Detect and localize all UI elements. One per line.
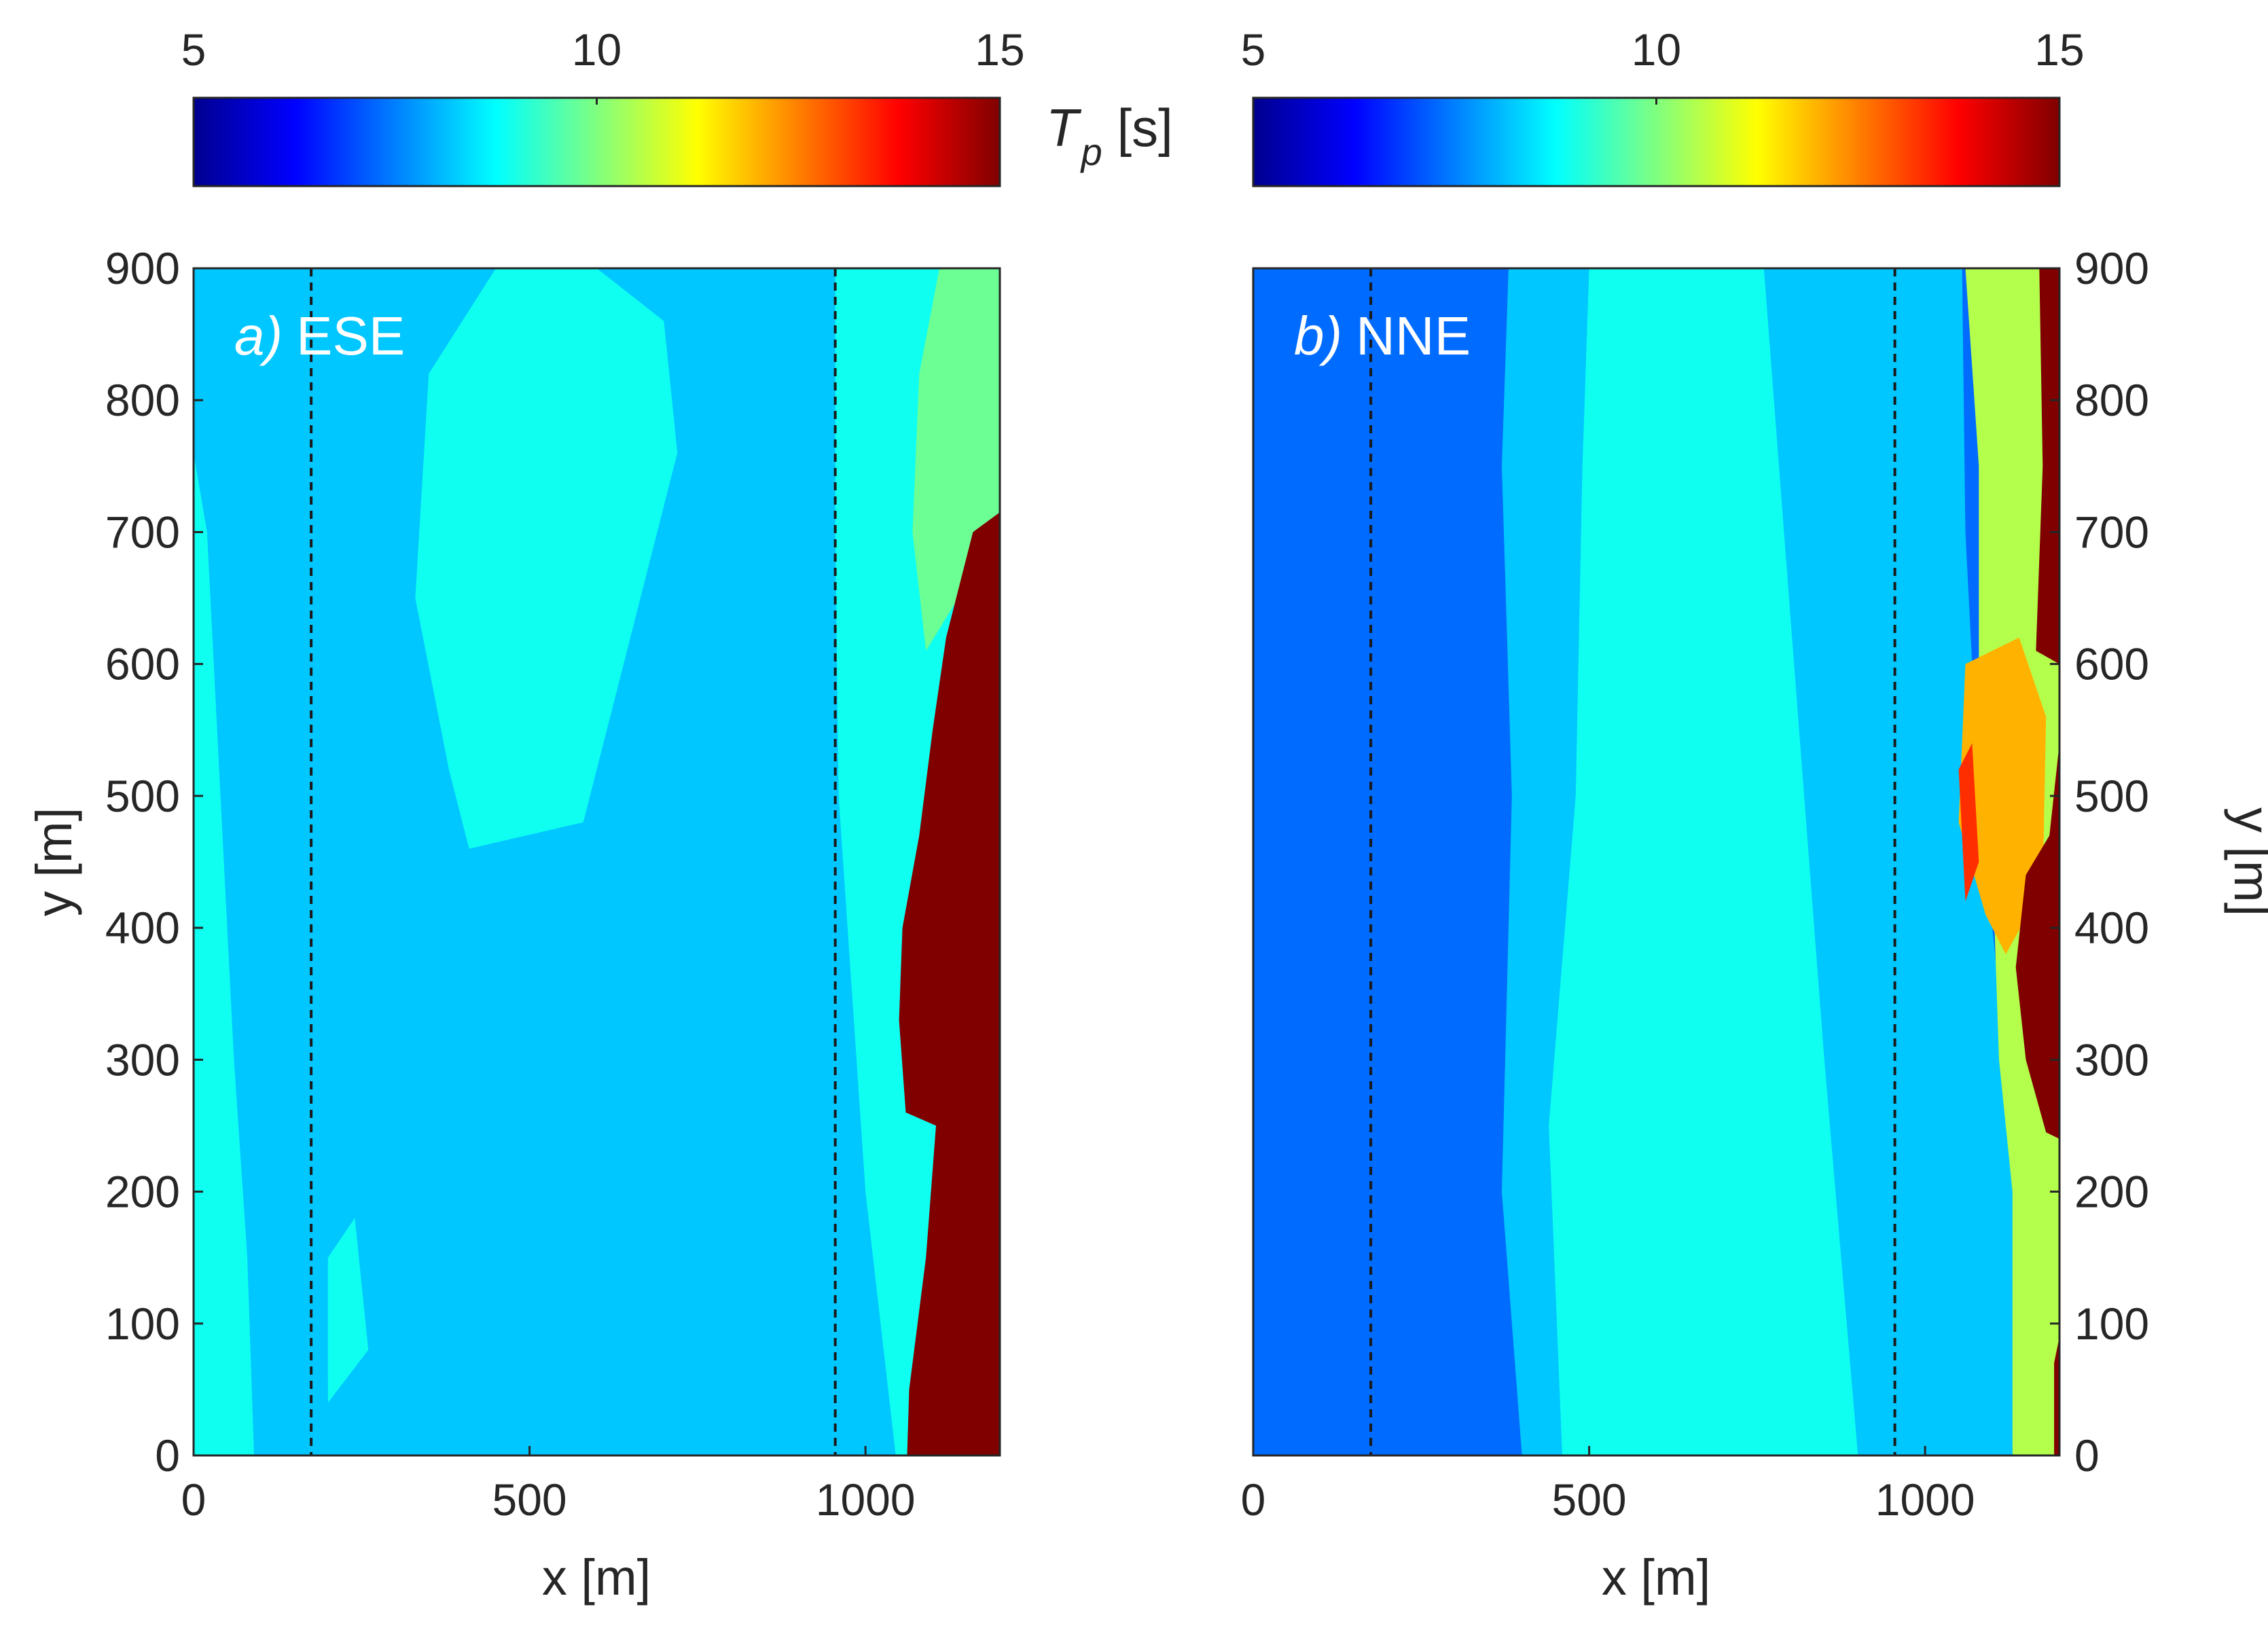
- panel-a-region-scattered-lighter-cells: [327, 1218, 369, 1403]
- panel-b-region-red-strip-top: [2036, 268, 2059, 664]
- panel-a-heatmap: [194, 268, 1000, 1455]
- panel-a-region-nearshore-west-band: [194, 452, 254, 1455]
- panel-b-ytick-label: 600: [2074, 639, 2149, 689]
- panel-a-ytick-label: 300: [105, 1034, 180, 1085]
- colorbar-label-unit: [s]: [1102, 98, 1173, 158]
- panel-b-ytick-label: 0: [2074, 1430, 2100, 1481]
- panel-b-region-red-strip-bottom: [2054, 1337, 2059, 1455]
- panel-a-frame: [192, 267, 1001, 1457]
- panel-a-ylabel: y [m]: [26, 808, 82, 916]
- panel-a-xtick-label: 0: [181, 1474, 206, 1525]
- panel-b-title-name: NNE: [1356, 306, 1471, 366]
- panel-a-xtick-label: 1000: [816, 1474, 916, 1525]
- panel-a-ytick-label: 100: [105, 1299, 180, 1349]
- panel-b-heatmap: [1253, 268, 2059, 1455]
- colorbar-label-main: T: [1046, 98, 1082, 158]
- panel-a-title-letter: a): [234, 306, 283, 366]
- panel-b-ytick-label: 200: [2074, 1167, 2149, 1217]
- panel-a-ytick-label: 700: [105, 507, 180, 557]
- colorbar-a-tick-label: 5: [181, 24, 206, 75]
- colorbar-a-tick-label: 15: [975, 24, 1024, 75]
- panel-b-title: b) NNE: [1294, 306, 1471, 366]
- panel-a-region-long-period-zone: [899, 512, 1000, 1455]
- panel-b-frame: [1252, 267, 2061, 1457]
- panel-b-region-red-strip-mid: [2015, 743, 2059, 1139]
- panel-b-ytick-label: 400: [2074, 903, 2149, 953]
- panel-b-ytick-label: 800: [2074, 375, 2149, 425]
- panel-a-ytick-label: 0: [155, 1430, 180, 1481]
- panel-a-xtick-label: 500: [492, 1474, 567, 1525]
- panel-b-title-letter: b): [1294, 306, 1342, 366]
- panel-b-ytick-label: 500: [2074, 771, 2149, 821]
- colorbar-a-tick-label: 10: [572, 24, 622, 75]
- colorbar-label: Tp [s]: [1046, 98, 1173, 173]
- panel-a-ytick-label: 600: [105, 639, 180, 689]
- colorbar-a-gradient: [192, 96, 1001, 187]
- colorbar-b-tick-label: 10: [1632, 24, 1681, 75]
- panel-b-ytick-label: 900: [2074, 243, 2149, 293]
- colorbar-b-gradient: [1252, 96, 2061, 187]
- panel-b-region-yellow-patch: [1958, 637, 2047, 954]
- colorbar-b-tick-label: 5: [1241, 24, 1266, 75]
- colorbar-b-tick-label: 15: [2034, 24, 2084, 75]
- panel-a-region-mid-basin-patch: [415, 268, 678, 849]
- panel-b-ylabel: y [m]: [2224, 808, 2268, 916]
- panel-a-title-name: ESE: [296, 306, 405, 366]
- colorbar-label-sub: p: [1080, 130, 1102, 173]
- panel-b-ytick-label: 100: [2074, 1299, 2149, 1349]
- panel-b-xtick-label: 1000: [1875, 1474, 1975, 1525]
- colorbar-b: 5 10 15: [1241, 24, 2085, 187]
- panel-b-region-inner-light-band: [1549, 268, 1858, 1455]
- panel-a: 0 500 1000 0 100 200 300 400 500 600 700 800 900 a) E…: [26, 243, 1001, 1606]
- panel-a-ytick-label: 400: [105, 903, 180, 953]
- colorbar-a: 5 10 15: [181, 24, 1025, 187]
- panel-b-ytick-label: 700: [2074, 507, 2149, 557]
- panel-b-region-orange-fringe: [1958, 743, 1979, 902]
- panel-b-xtick-label: 500: [1552, 1474, 1627, 1525]
- panel-a-ytick-label: 800: [105, 375, 180, 425]
- panel-b-xtick-label: 0: [1241, 1474, 1266, 1525]
- panel-b: 0 500 1000 0 100 200 300 400 500 600 700 800 900 b) N…: [1241, 243, 2268, 1606]
- panel-a-ytick-label: 200: [105, 1167, 180, 1217]
- panel-b-xlabel: x [m]: [1602, 1549, 1710, 1606]
- panel-a-ytick-label: 500: [105, 771, 180, 821]
- panel-a-ytick-label: 900: [105, 243, 180, 293]
- panel-a-xlabel: x [m]: [542, 1549, 651, 1606]
- panel-b-ytick-label: 300: [2074, 1034, 2149, 1085]
- panel-a-title: a) ESE: [234, 306, 405, 366]
